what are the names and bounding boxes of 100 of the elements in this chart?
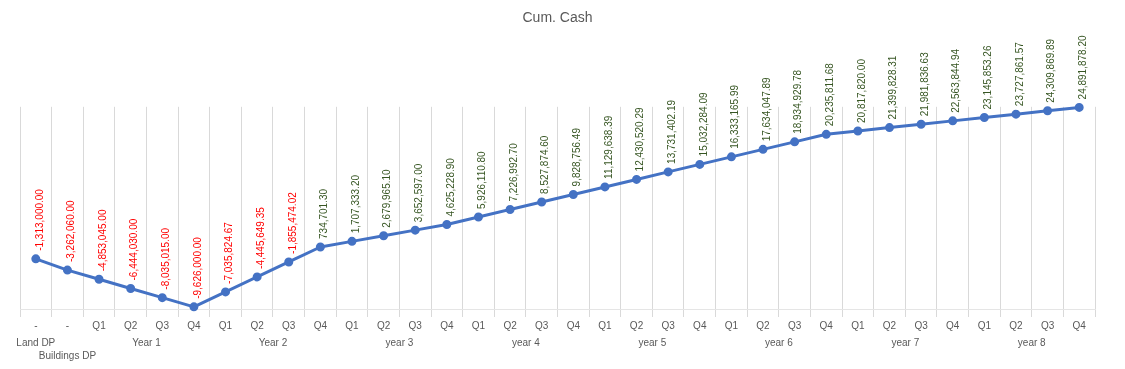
data-label: -3,262,060.00 [65, 199, 77, 263]
point [821, 129, 831, 139]
x-tick-label: Q1 [345, 319, 360, 331]
x-tick-label: Q2 [250, 319, 265, 331]
data-label: 734,701.30 [318, 188, 330, 239]
x-tick-label: Q3 [1040, 319, 1055, 331]
point [410, 225, 420, 235]
x-tick-label: Q2 [882, 319, 897, 331]
x-tick-label: Q3 [787, 319, 802, 331]
x-tick-label: Q3 [282, 319, 296, 331]
point [568, 189, 578, 199]
x-tick-label: Q4 [1072, 319, 1087, 331]
data-label: 5,926,110.80 [476, 150, 488, 209]
text: Land DP [16, 336, 56, 348]
point [473, 212, 483, 222]
x-tick-label: Q4 [693, 319, 707, 331]
x-tick-label: Q4 [946, 319, 960, 331]
point [126, 283, 136, 293]
point [600, 182, 610, 192]
chart-title: Cum. Cash [522, 9, 593, 26]
point [695, 159, 705, 169]
x-tick-label: Q1 [218, 319, 233, 331]
point [1011, 109, 1021, 119]
point [252, 272, 262, 282]
x-tick-label: Q1 [977, 319, 992, 331]
data-label: 21,981,836.63 [918, 51, 930, 117]
point [94, 274, 104, 284]
point [916, 119, 926, 129]
x-tick-label: - [34, 319, 38, 331]
data-label: 7,226,992.70 [507, 142, 519, 202]
x-tick-label: Q1 [471, 319, 486, 331]
point [948, 116, 958, 126]
text: year 4 [511, 336, 541, 348]
text: year 5 [638, 336, 667, 348]
x-tick-label: Q2 [503, 319, 518, 331]
data-label: 17,634,047.89 [760, 76, 772, 142]
point [442, 220, 452, 230]
point [884, 123, 894, 133]
data-label: -8,035,015.00 [160, 227, 172, 290]
text: Buildings DP [38, 349, 97, 361]
x-tick-label: Q1 [724, 319, 739, 331]
x-tick-label: Q2 [376, 319, 391, 331]
x-tick-label: Q2 [123, 319, 138, 331]
data-label: -9,626,000.00 [191, 236, 203, 299]
data-label: 2,679,965.10 [381, 168, 393, 228]
point [853, 126, 863, 136]
text: year 3 [385, 336, 414, 348]
text: year 7 [891, 336, 920, 348]
data-label: 20,817,820.00 [855, 58, 867, 123]
data-label: 8,527,874.60 [539, 135, 551, 194]
point [379, 231, 389, 241]
point [62, 265, 72, 275]
x-tick-label: Q4 [313, 319, 328, 331]
point [726, 152, 736, 162]
point [221, 287, 231, 297]
point [790, 137, 800, 147]
x-tick-label: - [65, 319, 70, 331]
text: year 6 [764, 336, 794, 348]
point [632, 174, 642, 184]
data-label: 12,430,520.29 [634, 107, 646, 172]
x-tick-label: Q2 [1009, 319, 1024, 331]
x-tick-label: Q4 [566, 319, 581, 331]
data-label: 23,145,853.26 [982, 45, 994, 110]
point [505, 204, 515, 214]
x-tick-label: Q1 [598, 319, 613, 331]
data-label: 1,707,333.20 [349, 174, 361, 234]
data-label: 21,399,828.31 [887, 55, 899, 120]
point [1074, 102, 1084, 112]
data-label: 13,731,402.19 [665, 99, 677, 164]
x-tick-label: Q3 [661, 319, 676, 331]
data-label: 3,652,597.00 [412, 163, 424, 223]
data-label: 18,934,929.78 [792, 69, 804, 134]
point [537, 197, 547, 207]
data-label: 20,235,811.68 [824, 62, 835, 127]
point [979, 113, 989, 123]
x-tick-label: Q3 [408, 319, 423, 331]
data-label: 24,309,869.89 [1045, 38, 1057, 103]
data-label: 4,625,228.90 [444, 157, 456, 217]
data-label: 16,333,165.99 [729, 84, 741, 149]
data-label: 24,891,878.20 [1076, 35, 1088, 100]
x-tick-label: Q1 [92, 319, 107, 331]
x-tick-label: Q3 [914, 319, 929, 331]
data-label: 22,563,844.94 [950, 48, 962, 113]
data-label: -1,855,474.02 [286, 191, 298, 254]
text: Year 1 [132, 336, 162, 348]
point [31, 254, 41, 264]
data-label: 9,828,756.49 [571, 127, 583, 187]
point [284, 257, 294, 267]
x-tick-label: Q1 [851, 319, 865, 331]
data-label: -1,313,000.00 [33, 188, 45, 251]
point [347, 236, 357, 246]
data-label: 15,032,284.09 [697, 92, 709, 157]
point [315, 242, 325, 252]
data-label: 11,129,638.39 [602, 115, 614, 179]
x-tick-label: Q2 [629, 319, 644, 331]
point [1043, 106, 1053, 116]
point [157, 293, 167, 303]
data-label: -4,445,649.35 [254, 206, 266, 269]
x-tick-label: Q4 [440, 319, 454, 331]
x-tick-label: Q4 [187, 319, 201, 331]
